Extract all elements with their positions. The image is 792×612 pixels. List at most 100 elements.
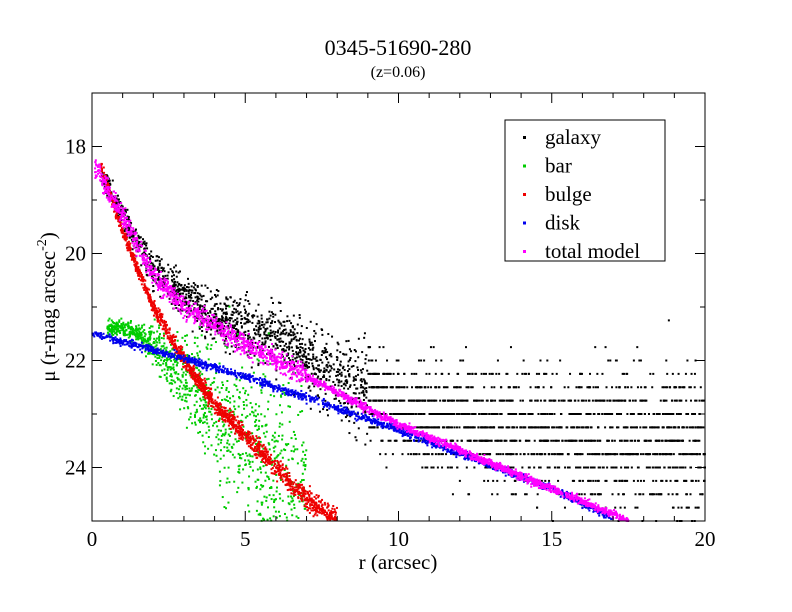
data-point [131,248,134,251]
data-point [354,392,357,395]
data-point [299,358,302,361]
data-point [348,373,351,376]
data-point [347,360,350,363]
data-point [185,370,188,372]
data-point [555,439,558,442]
data-point [478,453,481,456]
data-point [275,413,278,416]
data-point [183,297,186,300]
data-point [235,327,238,330]
data-point [280,332,283,335]
data-point [671,399,674,402]
data-point [427,426,430,429]
data-point [536,506,539,509]
data-point [159,348,162,351]
data-point [275,378,278,381]
data-point [110,191,113,194]
data-point [557,439,560,442]
data-point [231,304,234,307]
data-point [481,399,484,402]
data-point [219,332,222,335]
data-point [279,394,282,397]
data-point [123,324,126,327]
data-point [480,413,483,415]
data-point [156,259,159,262]
data-point [109,191,112,194]
data-point [118,221,121,224]
data-point [182,362,185,365]
data-point [467,386,470,389]
data-point [614,479,617,482]
data-point [412,453,415,456]
data-point [140,336,143,339]
data-point [206,422,209,425]
data-point [275,456,278,459]
data-point [285,331,288,334]
data-point [531,413,534,415]
data-point [318,410,321,413]
data-point [430,399,433,402]
data-point [214,399,217,402]
data-point [271,434,274,437]
data-point [429,426,432,429]
data-point [288,348,291,351]
data-point [150,275,153,278]
data-point [173,266,176,269]
data-point [256,315,259,318]
data-point [266,475,269,478]
data-point [144,333,147,336]
data-point [564,439,567,442]
data-point [154,345,157,348]
data-point [490,386,493,389]
data-point [544,439,547,442]
data-point [153,353,156,356]
data-point [613,439,616,442]
data-point [347,339,350,342]
data-point [247,486,250,489]
data-point [278,515,281,518]
data-point [281,434,284,437]
data-point [510,439,513,442]
data-point [233,400,236,403]
data-point [594,439,597,442]
data-point [557,399,560,402]
data-point [536,493,539,496]
data-point [196,386,199,389]
data-point [596,399,599,402]
data-point [192,286,195,289]
data-point [150,254,153,257]
data-point [364,443,367,446]
data-point [594,453,597,456]
data-point [251,442,254,445]
data-point [666,413,669,415]
data-point [570,426,573,429]
data-point [611,439,614,442]
data-point [436,466,439,469]
data-point [248,463,251,466]
data-point [311,382,314,385]
data-point [574,453,576,456]
data-point [263,331,266,334]
data-point [391,386,394,389]
data-point [140,332,143,335]
data-point [307,347,310,350]
data-point [428,399,431,402]
data-point [606,413,609,415]
data-point [397,372,400,375]
data-point [298,500,301,503]
data-point [546,466,549,469]
data-point [615,386,618,389]
data-point [170,375,173,378]
data-point [157,311,160,314]
data-point [321,350,324,353]
data-point [325,511,328,514]
data-point [587,439,590,442]
data-point [617,399,620,402]
data-point [507,413,510,415]
data-point [254,409,257,412]
data-point [290,495,293,498]
data-point [684,466,687,469]
data-point [679,453,682,456]
data-point [398,386,401,389]
data-point [310,341,313,344]
